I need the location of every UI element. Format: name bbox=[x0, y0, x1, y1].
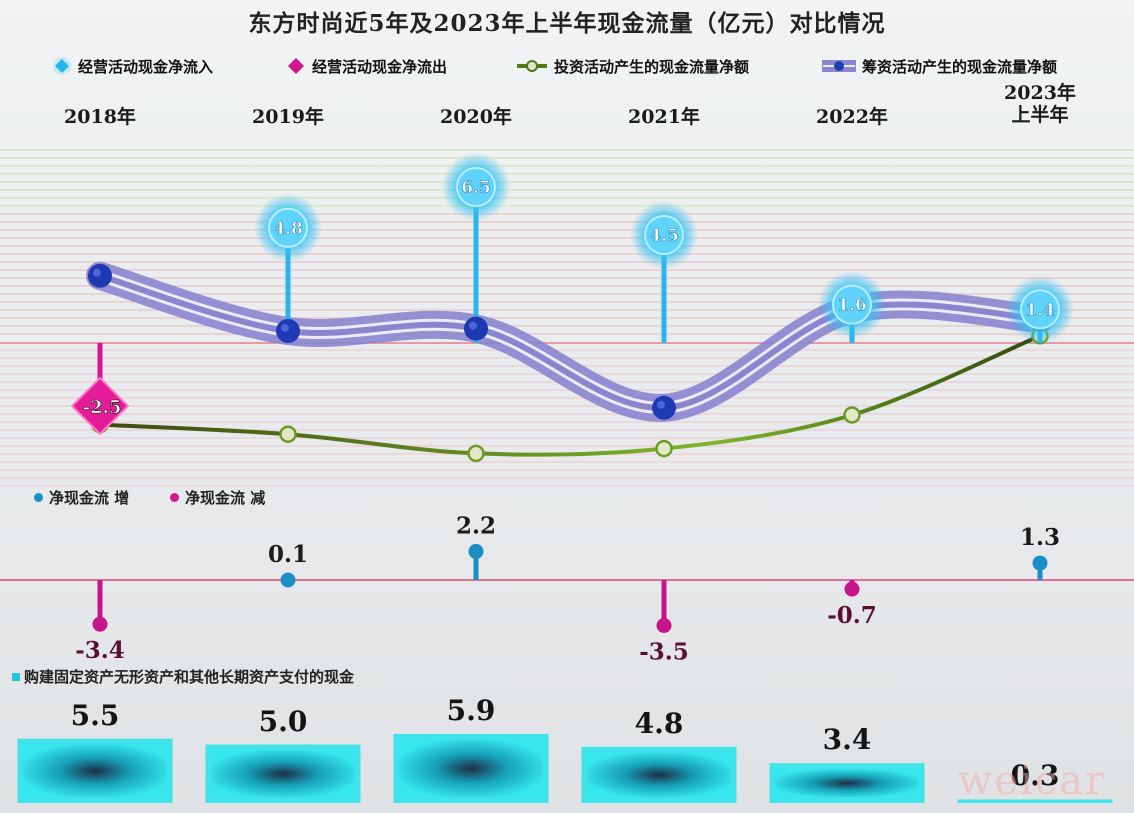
capex-value-label-2: 5.9 bbox=[446, 693, 496, 727]
year-label-4: 2022年 bbox=[792, 106, 912, 128]
year-label-line: 2023年 bbox=[1004, 82, 1076, 104]
capex-bar-5 bbox=[957, 799, 1113, 803]
inflow-point-3 bbox=[644, 215, 684, 255]
legend-item-outflow: 经营活动现金净流出 bbox=[286, 56, 447, 76]
net-cashflow-label-1: 0.1 bbox=[268, 541, 308, 568]
net-cashflow-label-2: 2.2 bbox=[456, 512, 496, 539]
capex-bar-inner-4 bbox=[775, 769, 919, 797]
magenta-diamond-icon bbox=[286, 56, 306, 76]
legend-item-inflow: 经营活动现金净流入 bbox=[52, 56, 213, 76]
capex-value-label-4: 3.4 bbox=[822, 723, 872, 757]
legend-item-investing: 投资活动产生的现金流量净额 bbox=[516, 56, 749, 76]
chart-title: 东方时尚近5年及2023年上半年现金流量（亿元）对比情况 bbox=[248, 10, 886, 37]
net-cashflow-label-4: -0.7 bbox=[827, 602, 877, 629]
year-label-line: 2022年 bbox=[816, 106, 888, 128]
inflow-value-label-4: 1.6 bbox=[837, 296, 867, 316]
net-cashflow-point-1 bbox=[280, 572, 296, 588]
capex-bar-inner-0 bbox=[23, 744, 167, 797]
legend-net-decrease: 净现金流 减 bbox=[170, 487, 265, 508]
investing-point-1 bbox=[279, 425, 297, 443]
capex-bar-inner-1 bbox=[211, 750, 355, 797]
legend-label-capex: 购建固定资产无形资产和其他长期资产支付的现金 bbox=[24, 668, 355, 686]
net-cashflow-label-0: -3.4 bbox=[75, 637, 125, 664]
capex-value-label-0: 5.5 bbox=[70, 698, 120, 732]
inflow-point-5 bbox=[1020, 289, 1060, 330]
net-cashflow-label-3: -3.5 bbox=[639, 639, 689, 666]
capex-value-label-3: 4.8 bbox=[634, 706, 684, 740]
green-line-marker-icon bbox=[516, 56, 548, 76]
legend-label-net-decrease: 净现金流 减 bbox=[185, 489, 266, 507]
inflow-point-1 bbox=[268, 207, 308, 248]
financing-series-ribbon bbox=[86, 261, 1054, 422]
net-cashflow-point-3 bbox=[656, 618, 672, 633]
legend-label-financing: 筹资活动产生的现金流量净额 bbox=[862, 57, 1058, 76]
net-cashflow-point-4 bbox=[844, 581, 860, 597]
watermark: weicar bbox=[958, 758, 1107, 804]
year-label-line: 2021年 bbox=[628, 106, 700, 128]
year-label-5: 2023年 上半年 bbox=[980, 82, 1100, 126]
capex-bar-inner-3 bbox=[587, 752, 731, 797]
inflow-point-4 bbox=[832, 284, 872, 325]
legend-label-investing: 投资活动产生的现金流量净额 bbox=[554, 57, 750, 76]
financing-point-0 bbox=[88, 263, 112, 288]
financing-point-3 bbox=[652, 395, 676, 420]
inflow-value-label-1: 4.8 bbox=[273, 219, 303, 239]
year-label-line: 2018年 bbox=[64, 106, 136, 128]
financing-point-highlight-1 bbox=[281, 324, 289, 332]
capex-bar-inner-2 bbox=[399, 739, 543, 797]
capex-value-label-1: 5.0 bbox=[258, 704, 308, 738]
legend-net-increase: 净现金流 增 bbox=[34, 487, 129, 508]
inflow-point-2 bbox=[456, 167, 496, 207]
inflow-value-label-5: 1.4 bbox=[1025, 300, 1055, 320]
cyan-square-icon bbox=[12, 672, 20, 681]
outflow-value-label-0: -2.5 bbox=[83, 397, 122, 418]
legend-label-net-increase: 净现金流 增 bbox=[49, 489, 130, 507]
legend-label-inflow: 经营活动现金净流入 bbox=[78, 57, 214, 76]
investing-point-3 bbox=[655, 439, 673, 458]
year-label-3: 2021年 bbox=[604, 106, 724, 128]
financing-point-highlight-0 bbox=[93, 268, 101, 277]
financing-point-highlight-2 bbox=[469, 321, 477, 330]
magenta-dot-icon bbox=[170, 493, 179, 502]
blue-line-marker-icon bbox=[817, 56, 861, 76]
year-label-0: 2018年 bbox=[40, 106, 160, 128]
net-cashflow-point-5 bbox=[1032, 555, 1048, 571]
blue-dot-icon bbox=[34, 493, 43, 502]
legend-item-financing: 筹资活动产生的现金流量净额 bbox=[817, 56, 1058, 76]
year-label-line: 2019年 bbox=[252, 106, 324, 128]
year-label-line: 2020年 bbox=[440, 106, 512, 128]
year-label-1: 2019年 bbox=[228, 106, 348, 128]
financing-point-1 bbox=[276, 319, 300, 343]
financing-point-2 bbox=[464, 316, 488, 341]
net-cashflow-point-2 bbox=[468, 543, 484, 559]
investing-point-2 bbox=[467, 444, 485, 463]
light-blue-diamond-icon bbox=[52, 56, 72, 76]
investing-series-line bbox=[99, 333, 1041, 457]
legend-label-outflow: 经营活动现金净流出 bbox=[312, 57, 448, 76]
capex-value-label-5: 0.3 bbox=[1010, 759, 1060, 793]
year-label-2: 2020年 bbox=[416, 106, 536, 128]
outflow-point-0 bbox=[70, 376, 130, 436]
financing-point-highlight-3 bbox=[657, 400, 665, 409]
net-cashflow-point-0 bbox=[92, 616, 108, 632]
net-cashflow-label-5: 1.3 bbox=[1020, 524, 1060, 551]
legend-capex: 购建固定资产无形资产和其他长期资产支付的现金 bbox=[12, 666, 354, 687]
investing-point-4 bbox=[843, 406, 861, 424]
inflow-value-label-2: 6.5 bbox=[461, 178, 491, 198]
year-label-line: 上半年 bbox=[1011, 104, 1069, 126]
inflow-value-label-3: 4.5 bbox=[649, 226, 679, 246]
